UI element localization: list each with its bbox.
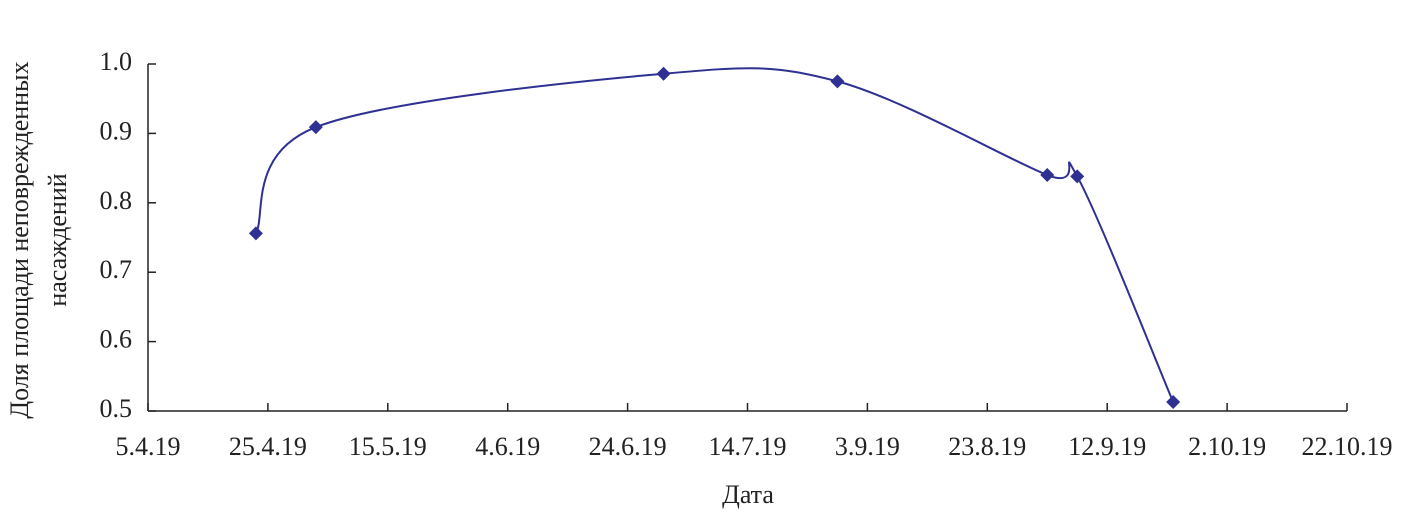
- x-tick-label: 2.10.19: [1188, 432, 1266, 461]
- x-tick-label: 4.6.19: [475, 432, 540, 461]
- x-tick-label: 24.6.19: [589, 432, 667, 461]
- y-tick-label: 0.8: [100, 186, 133, 215]
- x-tick-label: 3.9.19: [835, 432, 900, 461]
- point: [656, 66, 671, 81]
- x-tick-label: 22.10.19: [1302, 432, 1393, 461]
- series-line: [255, 67, 1175, 403]
- point: [308, 120, 323, 135]
- y-tick-label: 0.7: [100, 255, 133, 284]
- y-tick-label: 0.9: [100, 116, 133, 145]
- point: [1070, 169, 1085, 184]
- y-axis-title: насаждений: [43, 173, 72, 306]
- x-tick-label: 12.9.19: [1068, 432, 1146, 461]
- point: [1040, 168, 1055, 183]
- y-tick-label: 1.0: [100, 47, 133, 76]
- x-tick-label: 15.5.19: [349, 432, 427, 461]
- y-tick-label: 0.5: [100, 394, 133, 423]
- y-tick-label: 0.6: [100, 325, 133, 354]
- point: [248, 226, 263, 241]
- x-tick-label: 14.7.19: [709, 432, 787, 461]
- point: [830, 74, 845, 89]
- x-tick-label: 5.4.19: [116, 432, 181, 461]
- point: [1166, 394, 1181, 409]
- x-tick-label: 25.4.19: [229, 432, 307, 461]
- x-axis-title: Дата: [722, 480, 774, 509]
- y-axis-title: Доля площади неповрежденных: [5, 61, 34, 418]
- x-tick-label: 23.8.19: [948, 432, 1026, 461]
